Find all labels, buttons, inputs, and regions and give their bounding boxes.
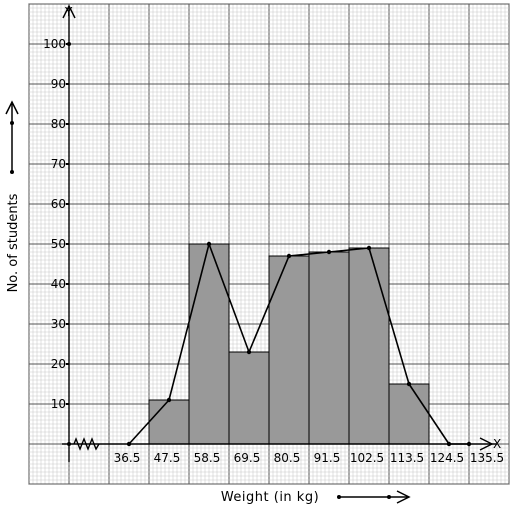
histogram-bar	[388, 383, 430, 445]
y-tick-label: 40	[51, 277, 66, 291]
polygon-point	[326, 249, 332, 255]
y-tick-mark	[66, 203, 69, 205]
y-tick-label: 70	[51, 157, 66, 171]
y-tick-mark	[66, 83, 69, 85]
x-tick-label: 124.5	[430, 451, 464, 465]
y-tick-label: 30	[51, 317, 66, 331]
vertical-scale-dot	[10, 121, 14, 125]
vertical-scale-dot	[10, 170, 14, 174]
histogram-bar	[228, 351, 270, 445]
histogram-bar	[268, 255, 310, 445]
y-tick-labels: 10 20 30 40 50 60 70 80 90 100	[43, 37, 69, 411]
polygon-point	[366, 245, 372, 251]
y-tick-label: 50	[51, 237, 66, 251]
x-tick-label: 36.5	[114, 451, 141, 465]
x-tick-label: 91.5	[314, 451, 341, 465]
y-tick-mark	[66, 363, 69, 365]
histogram-bar	[148, 399, 190, 445]
polygon-point	[166, 397, 172, 403]
y-tick-label: 10	[51, 397, 66, 411]
y-axis-letter: Y	[64, 5, 73, 19]
y-tick-mark	[66, 323, 69, 325]
y-tick-label: 20	[51, 357, 66, 371]
polygon-point	[206, 241, 212, 247]
x-tick-label: 80.5	[274, 451, 301, 465]
polygon-point	[286, 253, 292, 259]
y-tick-mark	[66, 43, 69, 45]
polygon-end-point	[466, 441, 472, 447]
y-tick-label: 90	[51, 77, 66, 91]
y-tick-mark	[66, 243, 69, 245]
histogram-bar	[188, 243, 230, 445]
x-tick-label: 69.5	[234, 451, 261, 465]
y-tick-mark	[66, 163, 69, 165]
y-tick-label: 100	[43, 37, 66, 51]
y-tick-mark	[66, 283, 69, 285]
y-axis-arrowhead	[62, 4, 76, 19]
frequency-polygon	[126, 241, 472, 447]
histogram-bars	[148, 243, 430, 445]
horizontal-scale-dot	[337, 495, 341, 499]
origin-point	[67, 442, 71, 446]
x-tick-label: 102.5	[350, 451, 384, 465]
x-tick-label: 47.5	[154, 451, 181, 465]
y-tick-label: 60	[51, 197, 66, 211]
histogram-bar	[348, 247, 390, 445]
y-tick-mark	[66, 403, 69, 405]
horizontal-scale-arrowhead	[396, 490, 411, 504]
chart-grid	[28, 3, 510, 485]
x-axis-arrowhead	[479, 437, 494, 451]
x-axis-letter: X	[493, 437, 501, 451]
axis-decorations	[5, 100, 411, 504]
y-tick-label: 80	[51, 117, 66, 131]
horizontal-scale-dot	[387, 495, 391, 499]
histogram-bar	[308, 251, 350, 445]
x-tick-label: 113.5	[390, 451, 424, 465]
x-tick-label: 135.5	[470, 451, 504, 465]
y-axis-label: No. of students	[6, 193, 21, 292]
polygon-point	[406, 381, 412, 387]
x-tick-labels: 36.5 47.5 58.5 69.5 80.5 91.5 102.5 113.5 124.5 1…	[114, 451, 505, 465]
polygon-point	[126, 441, 132, 447]
axis-break-zigzag	[73, 437, 100, 451]
polygon-point	[246, 349, 252, 355]
y-tick-mark	[66, 123, 69, 125]
vertical-scale-arrowhead	[5, 100, 19, 115]
x-tick-label: 58.5	[194, 451, 221, 465]
x-axis-label: Weight (in kg)	[221, 490, 319, 505]
